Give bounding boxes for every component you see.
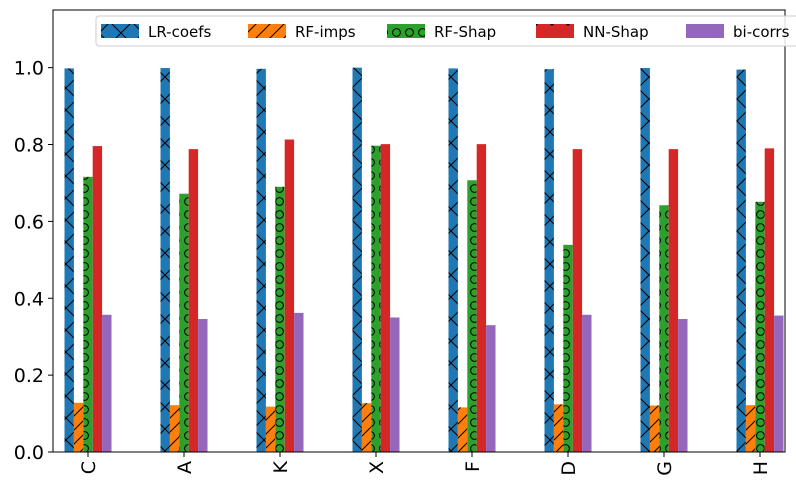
x-tick-label-a: A — [174, 461, 196, 474]
legend-swatch-rf-imps — [248, 24, 286, 38]
bar-bi-corrs-d — [582, 314, 592, 452]
x-tick-label-k: K — [270, 460, 292, 473]
bar-rf-imps-d — [553, 404, 564, 452]
bar-lr-coefs-d — [544, 69, 554, 452]
legend-swatch-lr-coefs — [101, 24, 139, 38]
legend-swatch-rf-shap — [387, 24, 425, 38]
x-tick-label-f: F — [462, 461, 484, 472]
legend-label-nn-shap: NN-Shap — [583, 23, 649, 41]
bar-rf-imps-c — [73, 402, 84, 452]
bar-lr-coefs-a — [160, 68, 170, 452]
bar-lr-coefs-x — [352, 67, 362, 453]
bar-lr-coefs-h — [736, 69, 746, 452]
y-tick-label: 0.8 — [14, 135, 44, 157]
bar-rf-imps-x — [361, 403, 372, 452]
x-tick-label-g: G — [654, 461, 676, 476]
bar-lr-coefs-f — [448, 68, 458, 453]
legend-swatch-bi-corrs — [686, 24, 724, 38]
legend-label-lr-coefs: LR-coefs — [148, 23, 212, 41]
y-tick-label: 0.0 — [14, 442, 44, 464]
bar-bi-corrs-h — [774, 315, 784, 452]
bar-bi-corrs-g — [678, 319, 688, 452]
bar-bi-corrs-c — [102, 314, 112, 452]
bar-rf-imps-a — [169, 405, 180, 452]
y-tick-label: 0.6 — [14, 211, 44, 233]
bar-rf-shap-a — [179, 193, 189, 452]
legend-label-rf-shap: RF-Shap — [434, 23, 496, 41]
bar-nn-shap-d — [572, 149, 583, 452]
bars-layer — [64, 67, 784, 453]
bar-nn-shap-x — [380, 144, 391, 452]
bar-nn-shap-f — [476, 144, 487, 452]
bar-rf-imps-f — [457, 407, 468, 452]
y-tick-label: 0.4 — [14, 288, 44, 310]
bar-bi-corrs-a — [198, 319, 208, 452]
legend-label-rf-imps: RF-imps — [295, 23, 356, 41]
bar-nn-shap-h — [764, 148, 775, 452]
legend-box — [95, 15, 796, 47]
bar-rf-shap-d — [563, 244, 573, 452]
bar-rf-shap-k — [275, 186, 285, 453]
legend-label-bi-corrs: bi-corrs — [733, 23, 790, 41]
y-tick-label: 0.2 — [14, 365, 44, 387]
bar-lr-coefs-k — [256, 68, 266, 452]
bar-lr-coefs-c — [64, 68, 74, 453]
x-tick-label-d: D — [558, 461, 580, 476]
bar-nn-shap-k — [284, 139, 295, 452]
bar-nn-shap-c — [92, 146, 103, 452]
legend: LR-coefs RF-imps RF-Shap NN-Shap bi-corrs — [95, 15, 796, 47]
bar-lr-coefs-g — [640, 68, 650, 452]
bar-rf-shap-f — [467, 180, 477, 452]
bar-bi-corrs-x — [390, 317, 400, 452]
bar-nn-shap-g — [668, 149, 679, 452]
bar-rf-imps-k — [265, 406, 276, 452]
bar-rf-shap-h — [755, 201, 765, 452]
y-tick-label: 1.0 — [14, 58, 44, 80]
bar-rf-shap-c — [83, 176, 93, 452]
axes-layer: 0.0 0.2 0.4 0.6 0.8 1.0 C A K X F D G H — [14, 9, 786, 476]
x-tick-label-x: X — [366, 461, 388, 474]
plot-frame — [52, 9, 786, 453]
bar-bi-corrs-f — [486, 325, 496, 452]
legend-swatch-nn-shap — [536, 24, 574, 38]
bar-nn-shap-a — [188, 149, 199, 452]
x-tick-label-h: H — [750, 461, 772, 475]
x-tick-label-c: C — [78, 461, 100, 474]
bar-bi-corrs-k — [294, 312, 304, 452]
bar-rf-shap-g — [659, 205, 669, 452]
bar-rf-shap-x — [371, 145, 381, 453]
bar-rf-imps-g — [649, 405, 660, 452]
bar-rf-imps-h — [745, 405, 756, 452]
